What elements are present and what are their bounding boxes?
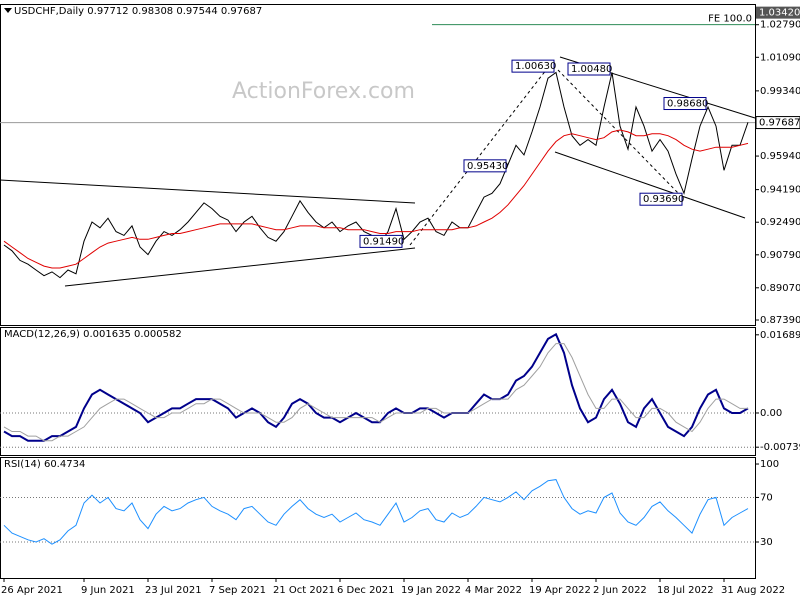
- price-label-box: [639, 192, 683, 206]
- price-label: 0.93690: [643, 194, 684, 205]
- last-price-label: 0.97687: [759, 118, 800, 129]
- y-tick-label: 0.90790: [760, 250, 800, 261]
- x-tick-label: 7 Sep 2021: [209, 585, 266, 596]
- y-tick-label: 0.87390: [760, 315, 800, 326]
- x-tick-label: 9 Jun 2021: [81, 585, 135, 596]
- price-label: 0.98680: [667, 99, 708, 110]
- x-tick-label: 21 Oct 2021: [273, 585, 335, 596]
- x-tick-label: 26 Apr 2021: [1, 585, 63, 596]
- panel-frames: [0, 4, 756, 579]
- price-label-box: [359, 234, 403, 248]
- panel-title: MACD(12,26,9) 0.001635 0.000582: [4, 329, 182, 340]
- panel-title: USDCHF,Daily 0.97712 0.98308 0.97544 0.9…: [14, 6, 262, 17]
- trend-line: [64, 247, 416, 287]
- price-label: 1.00630: [515, 61, 556, 72]
- trend-line: [554, 151, 746, 219]
- x-tick-label: 19 Apr 2022: [529, 585, 591, 596]
- y-tick-label: 1.01090: [760, 52, 800, 63]
- y-tick-label: 100: [760, 459, 779, 470]
- price-label-box: [663, 97, 707, 111]
- menu-arrow: [4, 8, 12, 13]
- level-text: FE 100.0: [708, 14, 752, 25]
- macd-frame: [0, 327, 756, 456]
- x-tick-label: 4 Mar 2022: [465, 585, 522, 596]
- y-tick-label: 70: [760, 492, 773, 503]
- price-label-box: [567, 62, 611, 76]
- y-tick-label: 0.00: [760, 408, 782, 419]
- x-tick-label: 23 Jul 2021: [145, 585, 202, 596]
- last-price-box: [755, 116, 800, 130]
- price-label: 1.00480: [571, 64, 612, 75]
- x-tick-label: 19 Jan 2022: [401, 585, 461, 596]
- x-tick-label: 31 Aug 2022: [721, 585, 785, 596]
- y-tick-label: 1.02790: [760, 20, 800, 31]
- rsi-frame: [0, 457, 756, 579]
- price-label-box: [463, 159, 507, 173]
- projection-line: [557, 69, 681, 196]
- x-tick-label: 6 Dec 2021: [337, 585, 395, 596]
- price-frame: [0, 4, 756, 326]
- series-line: [3, 479, 749, 545]
- x-tick-label: 18 Jul 2022: [657, 585, 714, 596]
- price-label-box: [511, 59, 555, 73]
- level-box: [756, 6, 800, 19]
- y-tick-label: 0.92490: [760, 217, 800, 228]
- series-line: [3, 343, 748, 442]
- y-tick-label: 0.94190: [760, 185, 800, 196]
- y-tick-label: 0.95940: [760, 151, 800, 162]
- y-tick-label: -0.007393: [760, 442, 800, 453]
- series-line: [3, 129, 749, 269]
- watermark: ActionForex.com: [232, 79, 415, 104]
- x-tick-label: 2 Jun 2022: [593, 585, 647, 596]
- y-tick-label: 0.89070: [760, 283, 800, 294]
- y-tick-label: 0.016893: [760, 330, 800, 341]
- y-tick-label: 30: [760, 537, 773, 548]
- level-label: 1.03420: [759, 8, 800, 19]
- price-label: 0.95430: [467, 161, 508, 172]
- series-line: [3, 332, 749, 442]
- projection-line: [409, 64, 551, 246]
- y-tick-label: 0.99340: [760, 86, 800, 97]
- panel-title: RSI(14) 60.4734: [4, 459, 85, 470]
- price-label: 0.91490: [363, 236, 404, 247]
- trend-line: [0, 179, 416, 204]
